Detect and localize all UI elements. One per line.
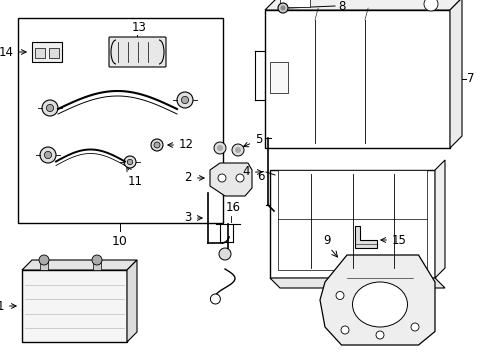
Polygon shape (264, 0, 461, 10)
Circle shape (40, 147, 56, 163)
Text: 2: 2 (184, 171, 203, 184)
Polygon shape (209, 163, 251, 196)
Bar (269, 62, 287, 93)
Bar (280, 0, 309, 7)
Bar (269, 170, 434, 278)
Circle shape (423, 0, 437, 11)
Circle shape (235, 147, 241, 153)
Text: 3: 3 (184, 211, 202, 225)
Text: 8: 8 (337, 0, 345, 13)
Circle shape (340, 326, 348, 334)
Circle shape (44, 152, 52, 159)
Text: 14: 14 (0, 45, 26, 58)
Circle shape (42, 100, 58, 116)
Circle shape (278, 3, 287, 13)
Circle shape (218, 174, 225, 182)
Ellipse shape (352, 282, 407, 327)
Polygon shape (269, 278, 444, 288)
Circle shape (375, 331, 383, 339)
Bar (35, 48, 45, 58)
Circle shape (236, 174, 244, 182)
Circle shape (39, 255, 49, 265)
Text: 11: 11 (126, 166, 142, 188)
Circle shape (154, 142, 160, 148)
Polygon shape (434, 160, 444, 278)
Text: 13: 13 (131, 21, 146, 34)
Circle shape (181, 96, 188, 104)
FancyBboxPatch shape (109, 37, 165, 67)
Polygon shape (449, 0, 461, 148)
Circle shape (231, 144, 244, 156)
Circle shape (151, 139, 163, 151)
Text: 1: 1 (0, 300, 16, 312)
Polygon shape (127, 260, 137, 342)
Text: 15: 15 (380, 234, 406, 247)
Circle shape (217, 145, 223, 151)
Circle shape (46, 104, 54, 112)
Circle shape (219, 248, 230, 260)
Bar (278, 170, 426, 270)
Text: 4: 4 (242, 166, 262, 179)
Text: 10: 10 (112, 235, 128, 248)
Bar (32, 42, 62, 62)
Polygon shape (22, 260, 137, 270)
Text: 7: 7 (466, 72, 473, 85)
Polygon shape (354, 226, 376, 248)
Polygon shape (319, 255, 434, 345)
Circle shape (214, 142, 225, 154)
Circle shape (210, 294, 220, 304)
Circle shape (124, 156, 136, 168)
Bar (18, 18, 223, 223)
Text: 9: 9 (323, 234, 330, 247)
Text: 16: 16 (225, 201, 240, 214)
Circle shape (127, 159, 132, 165)
Text: 12: 12 (167, 139, 194, 152)
Circle shape (280, 5, 285, 10)
Bar (49, 48, 59, 58)
Circle shape (410, 323, 418, 331)
Circle shape (335, 292, 343, 300)
Bar (264, 10, 449, 148)
Text: 6: 6 (257, 170, 264, 183)
Bar (22, 270, 127, 342)
Circle shape (177, 92, 193, 108)
Bar (40, 260, 48, 270)
Circle shape (92, 255, 102, 265)
Bar (93, 260, 101, 270)
Text: 5: 5 (243, 134, 262, 147)
